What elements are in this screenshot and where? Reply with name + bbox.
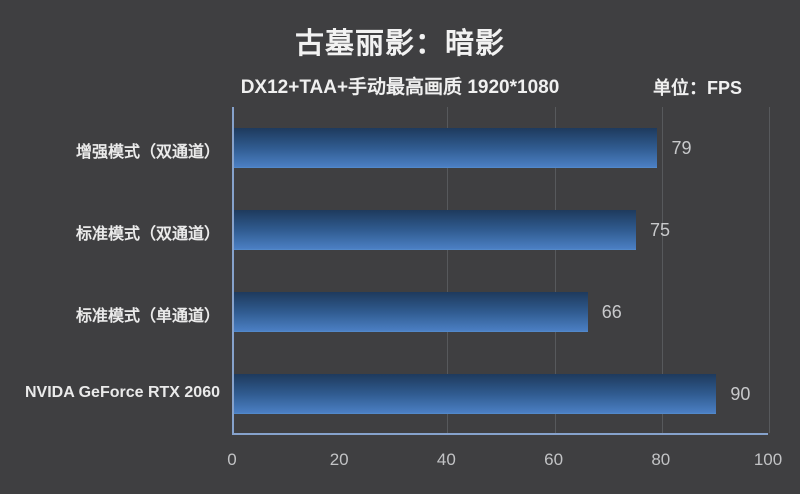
- chart-subtitle: DX12+TAA+手动最高画质 1920*1080: [240, 77, 560, 98]
- bar-2: [234, 292, 588, 332]
- x-tick-label-20: 20: [329, 450, 349, 469]
- gridline-60: [554, 107, 556, 433]
- value-label-3: 90: [730, 384, 751, 404]
- x-tick-label-100: 100: [753, 450, 783, 469]
- value-label-1: 75: [650, 220, 671, 240]
- bar-1: [234, 210, 636, 250]
- value-label-0: 79: [671, 138, 692, 158]
- x-tick-label-0: 0: [227, 450, 237, 469]
- category-label-2: 标准模式（单通道）: [75, 308, 220, 325]
- x-tick-label-40: 40: [436, 450, 456, 469]
- category-label-1: 标准模式（双通道）: [75, 226, 220, 243]
- category-label-3: NVIDA GeForce RTX 2060: [24, 384, 220, 401]
- unit-label: 单位：FPS: [652, 78, 742, 98]
- bar-3: [234, 374, 717, 414]
- gridline-100: [769, 107, 770, 433]
- bar-0: [234, 128, 658, 168]
- category-label-0: 增强模式（双通道）: [75, 144, 220, 161]
- gridline-80: [661, 107, 663, 433]
- value-label-2: 66: [601, 302, 622, 322]
- chart-title: 古墓丽影：暗影: [294, 28, 505, 60]
- gridline-40: [447, 107, 449, 433]
- plot-area: 79 75 66 90: [232, 107, 770, 435]
- x-tick-label-60: 60: [544, 450, 564, 469]
- x-tick-label-80: 80: [651, 450, 671, 469]
